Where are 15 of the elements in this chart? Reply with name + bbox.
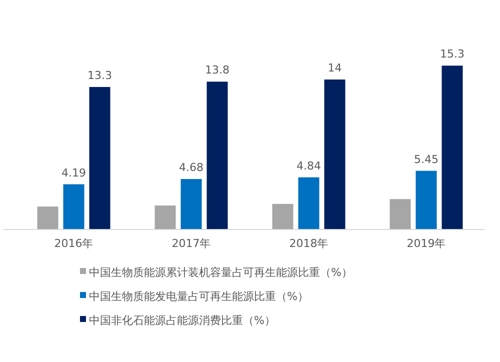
x-tick-label: 2016年 bbox=[54, 237, 94, 250]
data-label: 13.8 bbox=[205, 64, 230, 77]
data-label: 4.68 bbox=[179, 161, 204, 174]
legend-label: 中国生物质能发电量占可再生能源比重（%） bbox=[89, 290, 308, 303]
data-label: 15.3 bbox=[440, 48, 464, 61]
legend-label: 中国生物质能源累计装机容量占可再生能源比重（%） bbox=[89, 266, 352, 279]
data-label: 13.3 bbox=[88, 68, 112, 82]
data-label: 4.19 bbox=[62, 166, 86, 180]
x-tick-label: 2018年 bbox=[289, 237, 328, 250]
data-label: 5.45 bbox=[414, 152, 438, 166]
data-label: 4.84 bbox=[296, 159, 321, 172]
x-tick-label: 2017年 bbox=[172, 237, 211, 250]
x-tick-label: 2019年 bbox=[406, 237, 446, 250]
data-label: 14 bbox=[328, 62, 342, 75]
legend-label: 中国非化石能源占能源消费比重（%） bbox=[89, 314, 276, 327]
